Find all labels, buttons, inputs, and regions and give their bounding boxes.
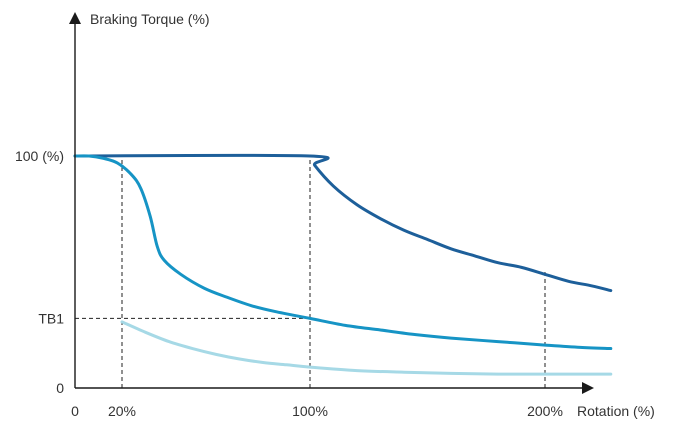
axes xyxy=(69,12,594,394)
y-axis-title: Braking Torque (%) xyxy=(90,11,210,27)
labels: Braking Torque (%) Rotation (%) 0 20% 100%… xyxy=(15,11,655,419)
x-tick-label: 100% xyxy=(292,403,328,419)
x-tick-label: 20% xyxy=(108,403,136,419)
x-axis-title: Rotation (%) xyxy=(577,403,655,419)
guide-lines xyxy=(75,156,546,388)
y-tick-label: TB1 xyxy=(38,310,64,326)
x-tick-label: 200% xyxy=(527,403,563,419)
series-line-3 xyxy=(120,320,613,376)
x-tick-label: 0 xyxy=(71,403,79,419)
series-line-1 xyxy=(73,153,613,293)
series-group xyxy=(73,153,613,376)
y-tick-label: 0 xyxy=(56,380,64,396)
series-line-2 xyxy=(73,154,613,351)
y-tick-label: 100 (%) xyxy=(15,148,64,164)
